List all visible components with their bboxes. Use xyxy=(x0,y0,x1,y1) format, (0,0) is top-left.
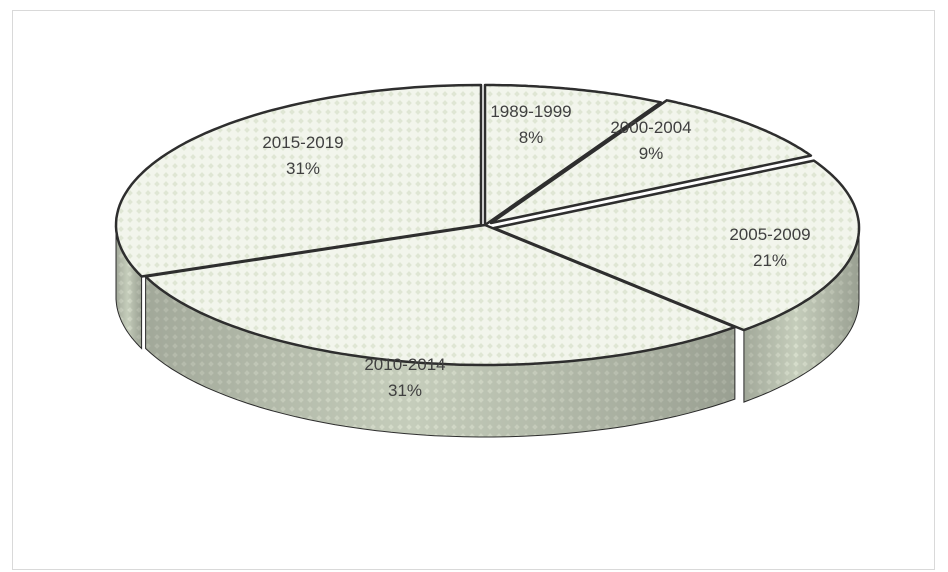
slice-label-category: 2010-2014 xyxy=(364,355,445,374)
slice-label-percent: 21% xyxy=(753,251,787,270)
slice-label-percent: 9% xyxy=(639,144,664,163)
slice-label-percent: 31% xyxy=(286,159,320,178)
slice-label-category: 2015-2019 xyxy=(262,133,343,152)
slice-label-percent: 31% xyxy=(388,381,422,400)
slice-label-category: 2000-2004 xyxy=(610,118,691,137)
slice-label-category: 1989-1999 xyxy=(490,102,571,121)
slice-label-category: 2005-2009 xyxy=(729,225,810,244)
slice-label-percent: 8% xyxy=(519,128,544,147)
